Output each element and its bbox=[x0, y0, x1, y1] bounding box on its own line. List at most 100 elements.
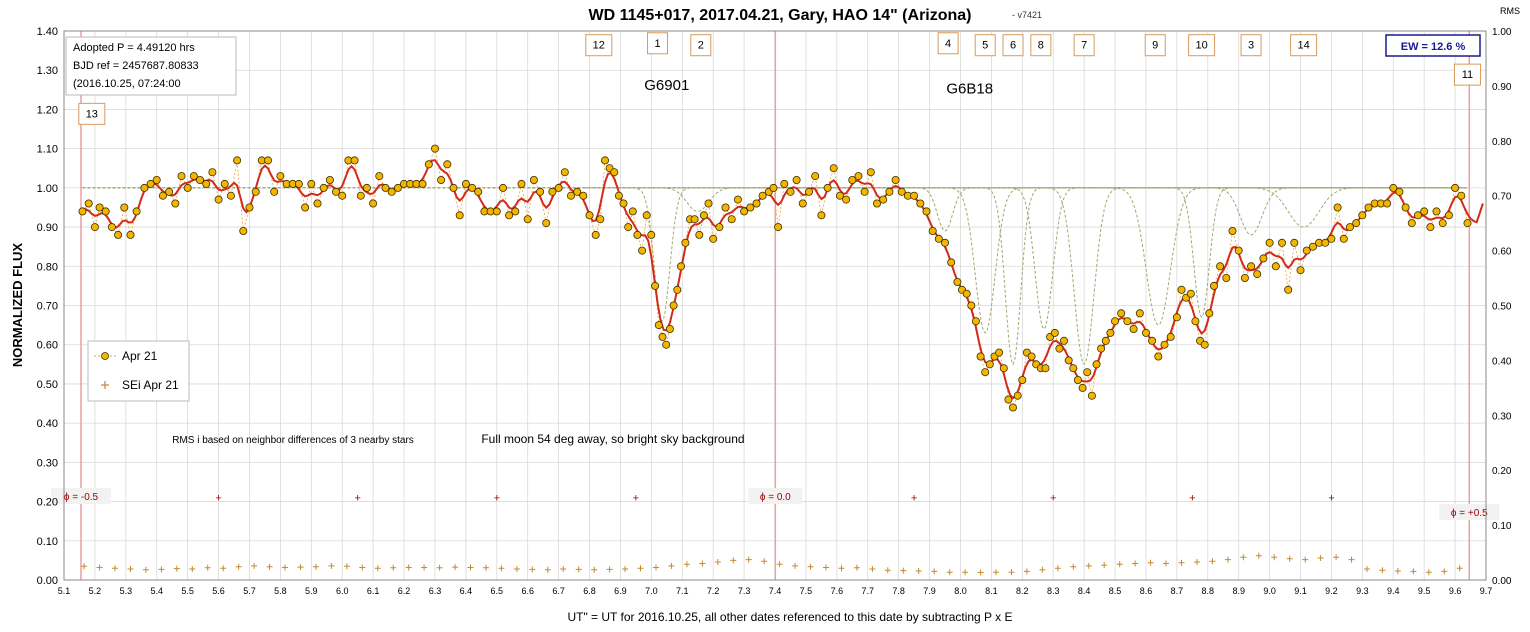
x-tick-label: 7.1 bbox=[676, 586, 689, 596]
sei-point bbox=[1163, 560, 1169, 567]
x-tick-label: 7.6 bbox=[831, 586, 844, 596]
sei-point bbox=[1379, 567, 1386, 574]
flux-point bbox=[774, 223, 783, 232]
flux-point bbox=[1259, 254, 1268, 263]
flux-point bbox=[916, 199, 925, 208]
legend-frame bbox=[87, 340, 190, 402]
flux-point bbox=[647, 230, 656, 239]
x-tick-label: 5.8 bbox=[274, 586, 287, 596]
flux-point bbox=[669, 301, 678, 310]
flux-point bbox=[375, 172, 384, 181]
sei-point bbox=[1348, 556, 1355, 563]
flux-point bbox=[985, 360, 994, 369]
info-line: Adopted P = 4.49120 hrs bbox=[73, 42, 195, 54]
sei-point bbox=[436, 564, 443, 571]
x-tick-label: 8.3 bbox=[1047, 586, 1060, 596]
flux-point bbox=[338, 191, 347, 200]
flux-point bbox=[922, 207, 931, 216]
flux-point bbox=[418, 179, 427, 188]
flux-point bbox=[624, 223, 633, 232]
sei-point bbox=[792, 562, 799, 569]
y-tick-label: 0.70 bbox=[37, 301, 58, 313]
sei-point bbox=[343, 563, 350, 570]
flux-point bbox=[1073, 375, 1082, 384]
x-tick-label: 7.2 bbox=[707, 586, 720, 596]
x-tick-label: 7.0 bbox=[645, 586, 658, 596]
flux-point bbox=[614, 191, 623, 200]
sei-point bbox=[1178, 559, 1185, 566]
annotations: G6901 G6B18 RMS i based on neighbor differ… bbox=[78, 32, 1481, 446]
x-tick-label: 7.3 bbox=[738, 586, 751, 596]
flux-point bbox=[239, 226, 248, 235]
x-tick-label: 8.6 bbox=[1140, 586, 1153, 596]
flux-point bbox=[214, 195, 223, 204]
sei-point bbox=[498, 565, 505, 572]
flux-point bbox=[567, 191, 576, 200]
sei-series bbox=[81, 552, 1463, 576]
flux-point bbox=[84, 199, 93, 208]
phase-lines: ϕ = -0.5 ϕ = 0.0 ϕ = +0.5 + + + + + + + + bbox=[51, 31, 1500, 580]
flux-point bbox=[95, 203, 104, 212]
flux-point bbox=[437, 175, 446, 184]
x-tick-label: 9.2 bbox=[1325, 586, 1338, 596]
sei-point bbox=[1008, 569, 1015, 576]
phase-plus-mark: + bbox=[911, 493, 917, 505]
axes: 5.1 5.2 5.3 5.4 5.5 5.6 5.7 5.8 5.9 6.0 6.1 6.2 6.3 6… bbox=[37, 26, 1512, 596]
flux-point bbox=[1401, 203, 1410, 212]
sei-point bbox=[714, 559, 721, 565]
flux-point bbox=[554, 183, 563, 192]
x-axis-label: UT" = UT for 2016.10.25, all other dates… bbox=[567, 610, 1012, 624]
flux-point bbox=[301, 203, 310, 212]
sei-point bbox=[1302, 556, 1309, 563]
flux-point bbox=[879, 195, 888, 204]
flux-point bbox=[177, 172, 186, 181]
flux-point bbox=[780, 179, 789, 188]
dip-fit-curve bbox=[82, 187, 1466, 319]
y-tick-label: 1.20 bbox=[37, 104, 58, 116]
ew-box-frame bbox=[1385, 34, 1481, 57]
flux-point bbox=[1055, 344, 1064, 353]
flux-point bbox=[350, 156, 359, 165]
flux-point bbox=[610, 168, 619, 177]
sei-point bbox=[962, 569, 969, 576]
flux-point bbox=[1060, 336, 1069, 345]
sei-point bbox=[282, 564, 288, 571]
flux-point bbox=[642, 211, 651, 220]
flux-point bbox=[1432, 207, 1441, 216]
flux-point bbox=[548, 187, 557, 196]
flux-point bbox=[591, 230, 600, 239]
dip-label-box bbox=[1002, 34, 1024, 57]
sei-point bbox=[1394, 568, 1401, 574]
sei-point bbox=[653, 564, 659, 571]
flux-point bbox=[90, 223, 99, 232]
sei-point bbox=[1132, 560, 1139, 567]
x-tick-label: 9.4 bbox=[1387, 586, 1400, 596]
x-tick-label: 9.0 bbox=[1263, 586, 1276, 596]
plot-frame bbox=[63, 30, 1487, 581]
phase-plus-mark: + bbox=[633, 493, 639, 505]
x-tick-label: 9.3 bbox=[1356, 586, 1369, 596]
dip-fit-curve bbox=[82, 187, 1466, 326]
flux-point bbox=[1240, 273, 1249, 282]
x-tick-label: 5.4 bbox=[150, 586, 163, 596]
y2-tick-label: 0.40 bbox=[1492, 356, 1512, 367]
flux-point bbox=[673, 285, 682, 294]
legend-item-sei: SEi Apr 21 bbox=[122, 378, 179, 392]
flux-point bbox=[1166, 332, 1175, 341]
flux-point bbox=[681, 238, 690, 247]
flux-point bbox=[1339, 234, 1348, 243]
flux-point bbox=[1186, 289, 1195, 298]
flux-point bbox=[183, 183, 192, 192]
sei-point bbox=[1271, 554, 1278, 561]
flux-point bbox=[107, 223, 116, 232]
phase-plus-mark: + bbox=[215, 493, 221, 505]
sei-point bbox=[606, 566, 613, 573]
flux-point bbox=[628, 207, 637, 216]
y-tick-label: 0.20 bbox=[37, 497, 58, 509]
flux-point bbox=[619, 199, 628, 208]
y2-tick-label: 0.10 bbox=[1492, 521, 1512, 532]
x-tick-label: 6.6 bbox=[521, 586, 534, 596]
flux-point bbox=[699, 211, 708, 220]
sei-point bbox=[560, 566, 567, 572]
